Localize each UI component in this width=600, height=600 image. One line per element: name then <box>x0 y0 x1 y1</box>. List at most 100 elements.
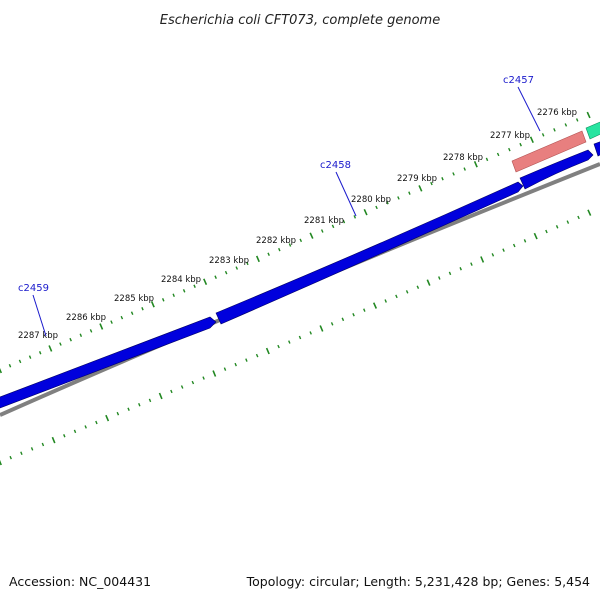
minor-tick-mark <box>330 322 334 326</box>
gene-label-c2459[interactable]: c2459 <box>18 283 49 294</box>
minor-tick-mark <box>170 389 173 394</box>
minor-tick-mark <box>288 243 292 247</box>
minor-tick-mark <box>320 229 324 233</box>
major-tick-mark <box>309 232 314 239</box>
major-tick-mark <box>51 436 56 444</box>
major-tick-mark <box>426 279 431 286</box>
gene-next-arrow[interactable] <box>593 140 600 157</box>
major-tick-mark <box>0 459 2 466</box>
gene-label-c2457[interactable]: c2457 <box>503 75 534 86</box>
major-tick-mark <box>48 345 53 352</box>
minor-tick-mark <box>41 442 45 447</box>
genome-summary-text: Topology: circular; Length: 5,231,428 bp… <box>246 574 590 589</box>
minor-tick-mark <box>491 253 495 257</box>
minor-tick-mark <box>116 411 120 416</box>
minor-tick-mark <box>214 275 217 279</box>
minor-tick-mark <box>553 128 556 132</box>
minor-tick-mark <box>63 434 66 438</box>
minor-tick-mark <box>224 270 228 275</box>
minor-tick-mark <box>172 293 175 298</box>
gene-label-c2458[interactable]: c2458 <box>320 160 351 171</box>
minor-tick-mark <box>277 344 280 349</box>
major-tick-mark <box>418 185 423 192</box>
major-tick-mark <box>212 370 217 377</box>
minor-tick-mark <box>416 285 420 289</box>
minor-tick-mark <box>202 376 205 380</box>
minor-tick-mark <box>255 353 259 358</box>
minor-tick-mark <box>234 362 237 367</box>
kbp-tick-labels: 2276 kbp 2277 kbp 2278 kbp 2279 kbp 2280… <box>18 108 577 341</box>
minor-tick-mark <box>485 157 489 162</box>
minor-tick-mark <box>564 123 568 127</box>
minor-tick-mark <box>95 420 98 425</box>
tick-label: 2286 kbp <box>66 313 106 323</box>
minor-tick-mark <box>353 215 357 219</box>
gene-c2458-arrow[interactable] <box>215 181 524 325</box>
minor-tick-mark <box>577 215 580 220</box>
minor-tick-mark <box>459 267 462 271</box>
minor-tick-mark <box>191 380 195 385</box>
tick-label: 2278 kbp <box>443 153 483 163</box>
minor-tick-mark <box>9 455 12 460</box>
minor-tick-mark <box>69 337 72 342</box>
minor-tick-mark <box>246 261 249 266</box>
minor-tick-mark <box>352 313 355 317</box>
minor-tick-mark <box>441 177 444 181</box>
tick-label: 2285 kbp <box>114 294 154 304</box>
gene-c2458-leader <box>335 171 357 217</box>
minor-tick-mark <box>130 311 134 315</box>
minor-tick-mark <box>341 317 345 322</box>
minor-tick-mark <box>267 252 270 256</box>
minor-tick-mark <box>470 262 473 266</box>
tick-label: 2284 kbp <box>161 275 201 285</box>
minor-tick-mark <box>28 355 32 359</box>
rrna-feature[interactable] <box>511 130 587 173</box>
minor-tick-mark <box>235 266 239 270</box>
minor-tick-mark <box>180 385 184 389</box>
tick-label: 2287 kbp <box>18 331 58 341</box>
minor-tick-mark <box>452 172 455 176</box>
major-tick-mark <box>473 160 478 168</box>
major-tick-mark <box>533 232 538 240</box>
minor-tick-mark <box>148 398 152 403</box>
tick-label: 2281 kbp <box>304 216 344 226</box>
major-tick-mark <box>480 256 485 263</box>
minor-tick-mark <box>405 290 409 294</box>
minor-tick-mark <box>512 243 516 248</box>
minor-tick-mark <box>575 118 579 122</box>
gene-c2459-arrow[interactable] <box>0 316 217 410</box>
gene-c2457-arrow[interactable] <box>519 149 594 190</box>
minor-tick-mark <box>508 147 511 152</box>
gene-c2457-leader <box>517 86 541 132</box>
minor-tick-mark <box>342 219 346 224</box>
minor-tick-mark <box>502 248 505 252</box>
major-tick-mark <box>150 300 155 308</box>
trna-feature[interactable] <box>585 120 600 140</box>
minor-tick-mark <box>309 331 312 335</box>
gene-c2459-leader <box>32 294 47 337</box>
minor-tick-mark <box>384 299 387 303</box>
minor-tick-mark <box>545 229 548 234</box>
inner-tick-ring <box>0 209 592 466</box>
minor-tick-mark <box>397 196 400 200</box>
minor-tick-mark <box>120 315 124 320</box>
minor-tick-mark <box>523 239 527 243</box>
major-tick-mark <box>99 323 104 330</box>
major-tick-mark <box>586 111 591 119</box>
major-tick-mark <box>0 368 3 374</box>
minor-tick-mark <box>386 200 389 205</box>
minor-tick-mark <box>408 191 411 195</box>
minor-tick-mark <box>73 429 77 434</box>
minor-tick-mark <box>84 425 87 429</box>
minor-tick-mark <box>430 181 433 186</box>
minor-tick-mark <box>496 152 500 157</box>
major-tick-mark <box>105 414 110 422</box>
tick-label: 2276 kbp <box>537 108 577 118</box>
minor-tick-mark <box>541 133 545 137</box>
tick-label: 2282 kbp <box>256 236 296 246</box>
minor-tick-mark <box>438 276 441 280</box>
minor-tick-mark <box>193 284 196 288</box>
minor-tick-mark <box>30 447 34 451</box>
minor-tick-mark <box>161 298 165 302</box>
